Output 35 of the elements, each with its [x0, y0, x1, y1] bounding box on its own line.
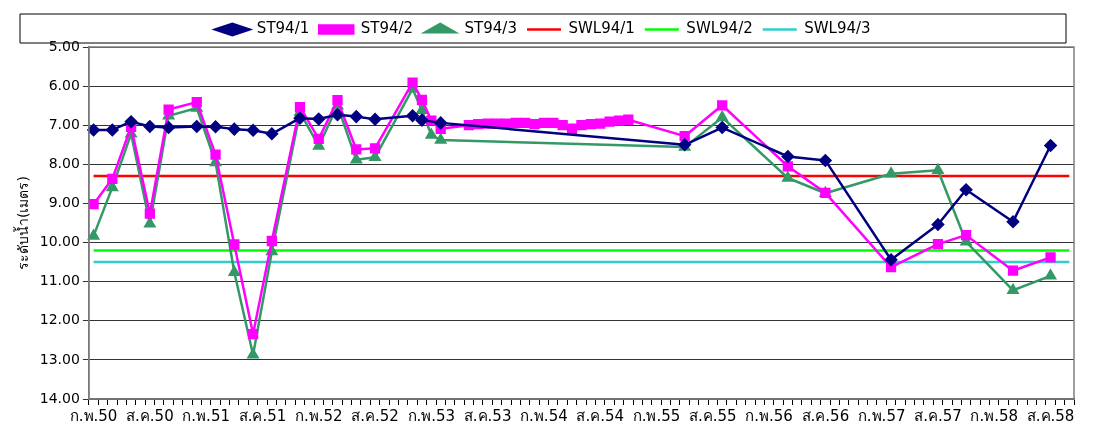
x-tick-label: ส.ค.50 [126, 406, 174, 425]
y-tick-label: 7.00 [48, 115, 80, 132]
x-tick-label: ก.พ.52 [294, 406, 343, 425]
y-tick-label: 6.00 [48, 76, 80, 93]
x-tick-label: ก.พ.57 [857, 406, 906, 425]
x-tick-label: ส.ค.53 [463, 406, 512, 425]
legend-label: SWL94/2 [686, 19, 753, 38]
x-tick-label: ก.พ.55 [632, 406, 681, 425]
y-tick-label: 5.00 [48, 37, 80, 54]
y-tick-label: 13.00 [39, 350, 80, 367]
y-tick-label: 8.00 [48, 154, 80, 171]
y-tick-label: 11.00 [39, 272, 80, 289]
y-tick-label: 12.00 [39, 311, 80, 328]
x-tick-label: ก.พ.50 [69, 406, 118, 425]
y-tick-label: 9.00 [48, 194, 80, 211]
x-tick-label: ก.พ.56 [745, 406, 793, 425]
x-tick-label: ส.ค.58 [1026, 406, 1075, 425]
y-tick-label: 10.00 [39, 233, 80, 250]
x-tick-label: ส.ค.57 [914, 406, 962, 425]
x-tick-label: ก.พ.53 [407, 406, 456, 425]
legend-label: SWL94/1 [568, 19, 635, 38]
x-tick-label: ส.ค.51 [238, 406, 287, 425]
legend-label: ST94/3 [464, 19, 517, 38]
x-tick-label: ก.พ.51 [182, 406, 230, 425]
x-tick-label: ก.พ.58 [970, 406, 1019, 425]
x-tick-label: ก.พ.54 [520, 406, 568, 425]
legend-label: SWL94/3 [804, 19, 871, 38]
y-axis-title: ระดับน้ำ(เมตร) [13, 176, 32, 270]
y-tick-label: 14.00 [39, 389, 80, 406]
legend-label: ST94/1 [256, 19, 310, 38]
legend-label: ST94/2 [360, 19, 414, 38]
x-tick-label: ส.ค.56 [801, 406, 850, 425]
x-tick-label: ส.ค.54 [576, 406, 625, 425]
x-tick-label: ส.ค.55 [688, 406, 737, 425]
x-tick-label: ส.ค.52 [351, 406, 399, 425]
